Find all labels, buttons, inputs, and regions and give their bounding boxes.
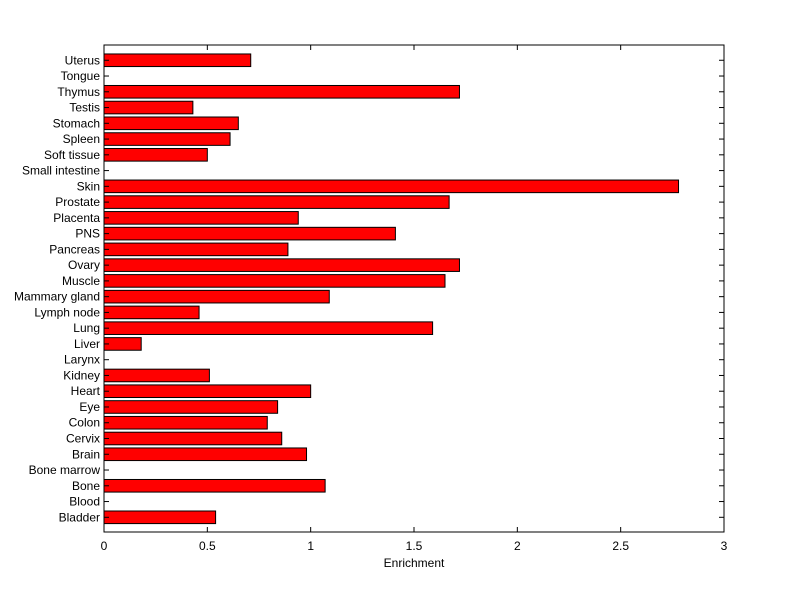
y-tick-label: Eye — [79, 400, 100, 414]
bar-pancreas — [103, 242, 289, 257]
y-tick-label: Lung — [73, 321, 100, 335]
bar-ovary — [103, 258, 460, 272]
y-tick-label: Larynx — [64, 353, 100, 367]
y-tick-label: Spleen — [63, 132, 100, 146]
bar-lymph-node — [103, 305, 200, 320]
x-tick-label: 2 — [514, 539, 521, 553]
y-tick-label: Heart — [71, 384, 101, 398]
bar-liver — [103, 337, 142, 351]
y-tick-label: Brain — [72, 447, 100, 461]
y-tick-label: Pancreas — [49, 242, 100, 256]
bar-prostate — [103, 195, 450, 209]
x-axis-label: Enrichment — [384, 556, 445, 570]
bar-bladder — [103, 510, 217, 525]
bar-skin — [103, 179, 680, 194]
bar-placenta — [103, 211, 299, 225]
y-tick-label: Soft tissue — [44, 148, 100, 162]
y-tick-label: Thymus — [57, 85, 100, 99]
y-tick-label: Blood — [69, 495, 100, 509]
y-tick-label: Kidney — [63, 368, 100, 382]
bar-uterus — [103, 53, 252, 68]
bar-colon — [103, 415, 268, 430]
x-tick-label: 1.5 — [406, 539, 423, 553]
y-tick-label: Testis — [69, 101, 100, 115]
bar-lung — [103, 321, 434, 335]
y-tick-label: Placenta — [53, 211, 100, 225]
bar-heart — [103, 384, 312, 399]
x-tick-label: 1 — [307, 539, 314, 553]
bar-testis — [103, 100, 194, 115]
y-tick-label: Mammary gland — [14, 290, 100, 304]
y-tick-label: Stomach — [53, 116, 100, 130]
y-tick-label: Ovary — [68, 258, 100, 272]
y-tick-label: Colon — [69, 416, 100, 430]
bar-kidney — [103, 368, 210, 383]
bar-eye — [103, 400, 279, 414]
x-tick-label: 2.5 — [612, 539, 629, 553]
bar-mammary-gland — [103, 289, 330, 304]
y-tick-label: PNS — [75, 227, 100, 241]
y-tick-label: Uterus — [65, 53, 100, 67]
y-tick-label: Muscle — [62, 274, 100, 288]
bar-bone — [103, 478, 326, 493]
bar-brain — [103, 447, 308, 462]
x-tick-label: 3 — [721, 539, 728, 553]
bar-thymus — [103, 84, 460, 99]
y-tick-label: Prostate — [55, 195, 100, 209]
y-tick-label: Bone — [72, 479, 100, 493]
x-tick-label: 0.5 — [199, 539, 216, 553]
y-tick-label: Bladder — [59, 510, 100, 524]
bar-cervix — [103, 431, 283, 446]
x-tick-label: 0 — [101, 539, 108, 553]
bar-stomach — [103, 116, 239, 131]
bar-spleen — [103, 132, 231, 146]
bar-muscle — [103, 274, 446, 288]
y-tick-label: Tongue — [61, 69, 101, 83]
y-tick-label: Cervix — [66, 432, 100, 446]
y-tick-label: Lymph node — [34, 305, 100, 319]
bar-pns — [103, 226, 396, 241]
y-tick-label: Small intestine — [22, 164, 100, 178]
y-tick-label: Bone marrow — [29, 463, 101, 477]
bar-soft-tissue — [103, 148, 208, 162]
y-tick-label: Skin — [77, 179, 100, 193]
plot-frame — [103, 44, 725, 533]
y-tick-label: Liver — [74, 337, 100, 351]
